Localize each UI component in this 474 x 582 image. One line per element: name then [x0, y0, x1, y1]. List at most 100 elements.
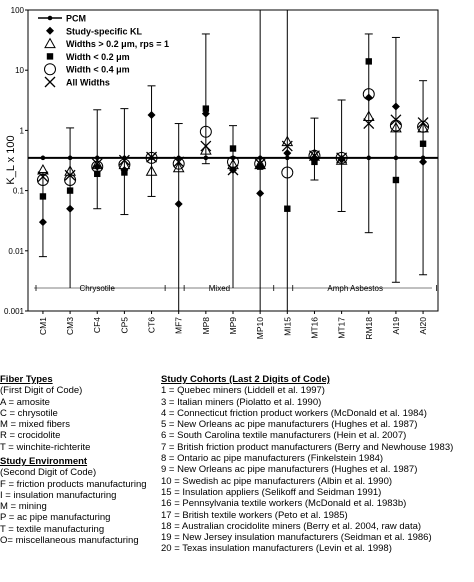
all-widths-point — [390, 114, 402, 126]
fiber-types-line: M = mixed fibers — [0, 419, 70, 431]
fiber-types-line: A = amosite — [0, 396, 50, 408]
legend-label: Study-specific KL — [66, 26, 143, 36]
legend-marker — [47, 15, 53, 21]
fiber-group-label: Amph Asbestos — [327, 284, 383, 293]
width-lt-0.4-point — [118, 158, 131, 171]
x-tick-label: CF4 — [92, 317, 102, 333]
width-lt-0.4-point — [417, 120, 430, 133]
x-tick-label: CM1 — [38, 317, 48, 335]
legend-marker — [46, 53, 54, 60]
study-cohort-line: 4 = Connecticut friction product workers… — [161, 407, 427, 419]
width-lt-0.4-point — [281, 166, 294, 179]
all-widths-point — [37, 171, 49, 183]
study-cohorts-key: Study Cohorts (Last 2 Digits of Code) 1 … — [161, 374, 453, 555]
x-tick-label: MP8 — [201, 317, 211, 335]
all-widths-point — [118, 154, 130, 166]
study-cohort-line: 19 = New Jersey insulation manufacturers… — [161, 532, 432, 544]
width-lt-0.2-point — [121, 169, 128, 176]
study-cohort-line: 8 = Ontario ac pipe manufacturers (Finke… — [161, 453, 384, 465]
x-tick-label: AI20 — [418, 317, 428, 335]
width-lt-0.2-point — [284, 205, 291, 212]
width-lt-0.2-point — [229, 145, 237, 152]
width-gt-0.2-point — [145, 165, 158, 176]
study-cohort-line: 7 = British friction product manufacture… — [161, 441, 454, 453]
study-environment-key: Study Environment (Second Digit of Code)… — [0, 456, 147, 546]
all-widths-point — [308, 150, 320, 162]
study-specific-point — [147, 111, 156, 120]
study-specific-point — [419, 157, 428, 166]
kl-chart: 100 10 1 0.1 0.01 0.001 K_L x 100 Chrysotile M… — [4, 6, 439, 340]
x-tick-label: CP5 — [119, 317, 129, 334]
x-tick-label: MT16 — [309, 317, 319, 339]
study-cohort-line: 15 = Insulation appliers (Selikoff and S… — [161, 486, 382, 498]
y-axis: 100 10 1 0.1 0.01 0.001 — [4, 6, 28, 316]
width-lt-0.4-point — [308, 149, 321, 162]
width-lt-0.4-point — [91, 160, 104, 173]
study-specific-point — [364, 93, 373, 102]
study-specific-point — [391, 102, 400, 111]
x-tick-label: MP10 — [255, 317, 265, 339]
width-lt-0.4-point — [254, 157, 267, 170]
all-widths-point — [91, 158, 103, 170]
width-lt-0.2-point — [94, 170, 101, 178]
all-widths-point — [227, 164, 239, 176]
all-widths-point — [417, 117, 429, 129]
width-lt-0.4-point — [362, 88, 375, 101]
all-widths-point — [146, 151, 158, 163]
study-specific-point — [256, 189, 265, 198]
legend-marker — [44, 63, 56, 76]
study-environment-line: (Second Digit of Code) — [0, 467, 97, 479]
width-gt-0.2-point — [199, 144, 212, 155]
all-widths-point — [173, 156, 185, 168]
width-gt-0.2-point — [91, 158, 104, 170]
width-lt-0.2-point — [311, 158, 318, 166]
all-widths-point — [281, 140, 293, 152]
all-widths-point — [64, 169, 76, 181]
width-lt-0.4-point — [36, 173, 49, 186]
study-specific-point — [38, 218, 47, 227]
x-tick-label: MT17 — [337, 317, 347, 339]
study-cohort-line: 1 = Quebec miners (Liddell et al. 1997) — [161, 385, 325, 397]
width-lt-0.2-point — [66, 187, 74, 194]
data-marks — [36, 58, 430, 227]
width-lt-0.4-point — [172, 157, 185, 170]
x-tick-label: RM18 — [364, 317, 374, 340]
x-tick-label: CM3 — [65, 317, 75, 335]
pcm-point — [94, 155, 100, 161]
legend-marker — [44, 76, 56, 88]
study-cohorts-title: Study Cohorts (Last 2 Digits of Code) — [161, 374, 330, 385]
pcm-point — [285, 155, 290, 161]
legend-label: Width < 0.2 μm — [66, 52, 130, 62]
width-lt-0.4-point — [335, 151, 348, 164]
fiber-types-line: (First Digit of Code) — [0, 385, 83, 397]
study-environment-line: T = textile manufacturing — [0, 523, 105, 535]
study-specific-point — [283, 149, 292, 158]
study-environment-title: Study Environment — [0, 456, 88, 467]
y-tick-label: 10 — [15, 66, 24, 75]
x-axis-ticks: CM1 CM3 CF4 CP5 CT6 MF7 MP8 MP9 MP10 MI15 MT16 MT17… — [38, 311, 428, 340]
fiber-group-label: Chrysotile — [79, 284, 115, 293]
x-tick-label: MF7 — [174, 317, 184, 334]
study-cohort-line: 9 = New Orleans ac pipe manufacturers (H… — [161, 464, 418, 476]
pcm-point — [67, 155, 73, 161]
all-widths-point — [363, 118, 375, 130]
legend-label: All Widths — [66, 78, 110, 88]
study-cohort-line: 10 = Swedish ac pipe manufacturers (Albi… — [161, 475, 393, 487]
study-cohort-line: 18 = Australian crocidolite miners (Berr… — [161, 520, 422, 532]
fiber-types-line: C = chrysotile — [0, 407, 58, 419]
study-environment-line: M = mining — [0, 501, 47, 513]
width-gt-0.2-point — [118, 158, 131, 170]
width-gt-0.2-point — [227, 158, 239, 170]
y-tick-label: 100 — [11, 6, 25, 15]
study-specific-point — [337, 155, 346, 164]
study-specific-point — [66, 204, 75, 213]
study-cohort-line: 17 = British textile workers (Peto et al… — [161, 509, 348, 521]
fiber-types-key: Fiber Types (First Digit of Code) A = am… — [0, 374, 90, 453]
all-widths-point — [336, 152, 348, 164]
pcm-point — [393, 155, 399, 161]
study-environment-line: I = insulation manufacturing — [0, 489, 117, 501]
x-tick-label: MI15 — [282, 317, 292, 336]
legend-marker — [46, 26, 54, 35]
study-specific-point — [174, 199, 183, 208]
y-tick-label: 0.01 — [8, 247, 24, 256]
